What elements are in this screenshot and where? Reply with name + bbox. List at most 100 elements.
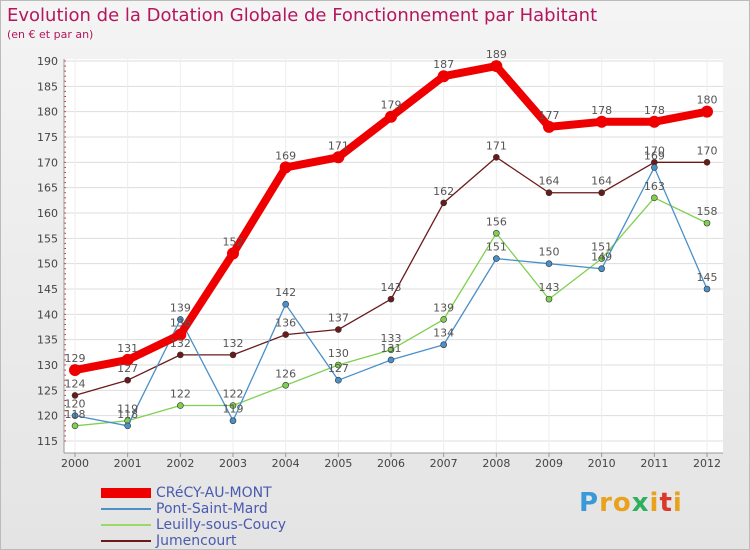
data-label: 169: [644, 149, 665, 162]
data-label: 162: [433, 185, 454, 198]
x-tick-label: 2002: [166, 457, 194, 470]
data-label: 164: [539, 175, 560, 188]
data-point: [543, 120, 555, 133]
x-tick-label: 2003: [219, 457, 247, 470]
x-tick-label: 2005: [324, 457, 352, 470]
data-point: [598, 189, 605, 197]
y-tick-label: 190: [37, 55, 58, 68]
data-point: [440, 316, 447, 323]
data-point: [598, 255, 605, 262]
data-point: [440, 199, 447, 207]
data-label: 130: [328, 347, 349, 360]
data-label: 170: [697, 144, 718, 157]
data-point: [282, 331, 289, 338]
data-point: [493, 229, 500, 237]
y-tick-label: 150: [37, 258, 58, 271]
data-point: [701, 105, 713, 118]
data-point: [387, 346, 395, 354]
data-point: [493, 153, 500, 161]
data-label: 132: [223, 337, 244, 350]
data-label: 164: [591, 175, 612, 188]
x-tick-label: 2001: [114, 457, 142, 470]
data-point: [651, 194, 658, 202]
legend-label-pont-saint-mard: Pont-Saint-Mard: [156, 501, 268, 517]
legend-label-jumencourt: Jumencourt: [156, 533, 237, 549]
data-point: [387, 295, 395, 303]
y-tick-label: 170: [37, 156, 58, 169]
data-label: 143: [539, 281, 560, 294]
data-point: [229, 417, 237, 425]
legend-swatch-crecy: [101, 488, 151, 498]
data-point: [545, 189, 553, 197]
logo-letter: P: [579, 488, 600, 518]
logo-letter: i: [649, 488, 660, 518]
data-point: [703, 219, 711, 227]
data-point: [71, 412, 79, 419]
data-point: [279, 161, 292, 174]
legend-swatch-pont-saint-mard: [101, 508, 151, 510]
x-tick-label: 2008: [482, 457, 510, 470]
data-label: 120: [65, 398, 86, 411]
data-label: 132: [170, 337, 191, 350]
data-point: [648, 115, 661, 128]
data-label: 119: [223, 403, 244, 416]
data-point: [595, 115, 608, 128]
data-label: 187: [433, 58, 454, 71]
logo-letter: t: [659, 488, 673, 518]
data-point: [69, 364, 81, 377]
x-tick-label: 2000: [61, 457, 89, 470]
data-label: 163: [644, 180, 665, 193]
data-label: 149: [591, 251, 612, 264]
x-tick-label: 2007: [430, 457, 458, 470]
data-point: [177, 351, 184, 359]
logo-letter: x: [631, 488, 650, 518]
data-label: 143: [381, 281, 402, 294]
data-label: 118: [65, 408, 86, 421]
y-tick-label: 185: [37, 80, 58, 93]
x-tick-label: 2006: [377, 457, 405, 470]
y-tick-label: 115: [37, 435, 58, 448]
data-label: 139: [433, 301, 454, 314]
y-tick-label: 175: [37, 131, 58, 144]
data-point: [177, 402, 184, 409]
x-tick-label: 2011: [640, 457, 668, 470]
data-label: 119: [117, 403, 138, 416]
data-point: [335, 376, 342, 384]
legend-label-crecy: CRéCY-AU-MONT: [156, 485, 272, 501]
data-label: 142: [275, 286, 296, 299]
data-label: 151: [591, 241, 612, 254]
data-label: 137: [328, 312, 349, 325]
y-tick-label: 165: [37, 182, 58, 195]
data-label: 189: [486, 48, 507, 61]
y-tick-label: 155: [37, 232, 58, 245]
data-point: [177, 316, 184, 323]
data-point: [282, 300, 289, 308]
data-label: 124: [65, 377, 86, 390]
chart-title: Evolution de la Dotation Globale de Fonc…: [7, 5, 598, 26]
data-point: [282, 381, 289, 389]
x-tick-label: 2012: [693, 457, 721, 470]
data-label: 171: [486, 139, 507, 152]
x-tick-label: 2009: [535, 457, 563, 470]
data-label: 179: [381, 99, 402, 112]
data-label: 122: [170, 388, 191, 401]
chart-subtitle: (en € et par an): [7, 28, 94, 41]
data-point: [545, 295, 553, 303]
logo-letter: o: [612, 488, 632, 518]
data-label: 129: [65, 352, 86, 365]
data-label: 170: [644, 144, 665, 157]
data-point: [385, 110, 397, 123]
data-point: [703, 159, 711, 166]
data-point: [229, 351, 237, 359]
data-label: 145: [697, 271, 718, 284]
x-tick-label: 2004: [272, 457, 300, 470]
legend-swatch-leuilly: [101, 524, 151, 526]
data-point: [124, 422, 131, 430]
data-point: [121, 353, 134, 366]
data-point: [651, 164, 658, 171]
data-point: [703, 285, 711, 293]
data-point: [174, 328, 187, 341]
data-label: 151: [486, 241, 507, 254]
